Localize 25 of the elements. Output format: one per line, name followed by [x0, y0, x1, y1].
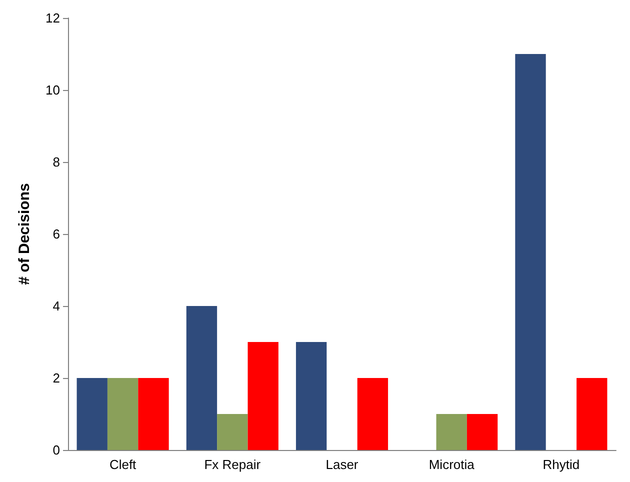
bar — [217, 414, 248, 450]
bar — [107, 378, 138, 450]
x-tick-label: Rhytid — [542, 457, 580, 472]
bar — [576, 378, 608, 450]
bar — [76, 378, 108, 450]
y-tick-label: 0 — [52, 442, 60, 458]
x-tick-label: Cleft — [109, 457, 137, 472]
y-axis-title: # of Decisions — [16, 183, 33, 285]
y-tick-label: 2 — [52, 370, 60, 386]
x-tick-label: Fx Repair — [204, 457, 262, 472]
bar — [515, 54, 546, 450]
bar — [436, 414, 467, 450]
x-tick-label: Microtia — [428, 457, 476, 472]
x-tick-label: Laser — [326, 457, 359, 472]
bar — [357, 378, 388, 450]
bar — [466, 414, 498, 450]
y-tick-label: 12 — [46, 10, 60, 26]
bar — [296, 342, 327, 450]
y-tick-label: 10 — [46, 82, 60, 98]
y-tick-label: 8 — [52, 154, 60, 170]
y-tick-label: 6 — [52, 226, 60, 242]
y-tick-label: 4 — [52, 298, 60, 314]
bar — [186, 306, 218, 450]
bar — [248, 342, 278, 450]
bar — [138, 378, 169, 450]
